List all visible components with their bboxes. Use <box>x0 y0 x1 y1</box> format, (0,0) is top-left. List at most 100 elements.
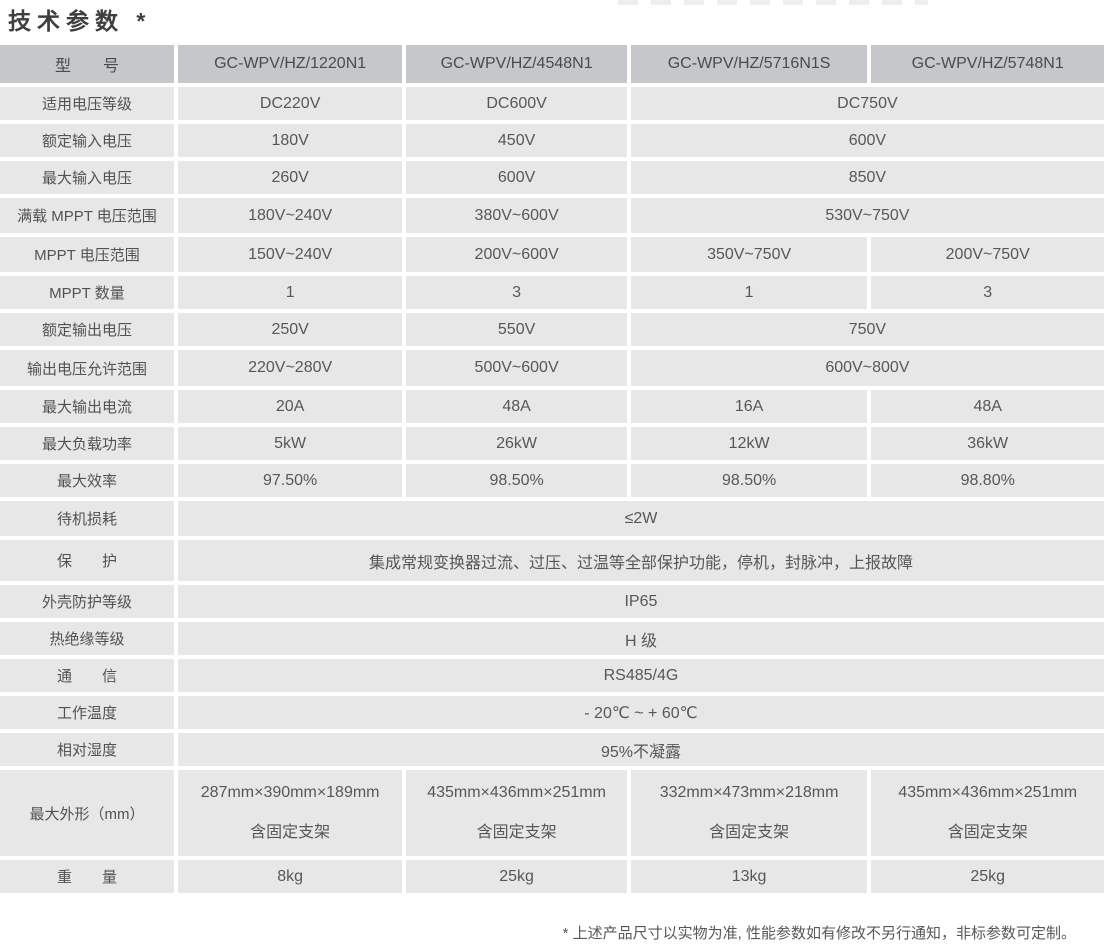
dimension-text: 435mm×436mm×251mm <box>427 784 606 801</box>
spec-value: 200V~750V <box>871 237 1104 272</box>
spec-value: 3 <box>406 276 627 309</box>
row-label: 最大输出电流 <box>0 390 174 423</box>
spec-value: 250V <box>177 313 403 346</box>
row-label: 待机损耗 <box>0 501 174 536</box>
row-label: 额定输出电压 <box>0 313 174 346</box>
table-row-insulation-class: 热绝缘等级 H 级 <box>0 622 1104 655</box>
spec-value: 25kg <box>406 860 627 893</box>
header-model-2: GC-WPV/HZ/4548N1 <box>406 45 627 83</box>
spec-value: 850V <box>630 161 1104 194</box>
spec-value: - 20℃ ~ + 60℃ <box>177 696 1104 729</box>
row-label: 最大负载功率 <box>0 427 174 460</box>
spec-value: 20A <box>177 390 403 423</box>
spec-value: 260V <box>177 161 403 194</box>
bracket-note: 含固定支架 <box>250 824 331 841</box>
bracket-note: 含固定支架 <box>947 824 1028 841</box>
spec-value: 3 <box>871 276 1104 309</box>
spec-value: 1 <box>630 276 868 309</box>
spec-value: H 级 <box>177 622 1104 655</box>
bracket-note: 含固定支架 <box>709 824 790 841</box>
table-row-weight: 重 量 8kg 25kg 13kg 25kg <box>0 860 1104 893</box>
spec-value: DC220V <box>177 87 403 120</box>
spec-value: 435mm×436mm×251mm 含固定支架 <box>871 770 1104 856</box>
row-label: 输出电压允许范围 <box>0 350 174 386</box>
spec-value: 98.80% <box>871 464 1104 497</box>
row-label: 额定输入电压 <box>0 124 174 157</box>
row-label: 工作温度 <box>0 696 174 729</box>
spec-value: 150V~240V <box>177 237 403 272</box>
row-label: 满载 MPPT 电压范围 <box>0 198 174 233</box>
cutoff-text-fragment <box>618 0 928 5</box>
table-header-row: 型 号 GC-WPV/HZ/1220N1 GC-WPV/HZ/4548N1 GC… <box>0 45 1104 83</box>
spec-value: 332mm×473mm×218mm 含固定支架 <box>630 770 868 856</box>
row-label: 适用电压等级 <box>0 87 174 120</box>
spec-value: ≤2W <box>177 501 1104 536</box>
spec-value: 16A <box>630 390 868 423</box>
spec-value: 380V~600V <box>406 198 627 233</box>
row-label: 重 量 <box>0 860 174 893</box>
spec-value: 5kW <box>177 427 403 460</box>
spec-value: 98.50% <box>630 464 868 497</box>
spec-value: IP65 <box>177 585 1104 618</box>
table-row-rated-output-voltage: 额定输出电压 250V 550V 750V <box>0 313 1104 346</box>
header-model-label: 型 号 <box>0 45 174 83</box>
spec-value: 8kg <box>177 860 403 893</box>
row-label: 外壳防护等级 <box>0 585 174 618</box>
spec-value: 200V~600V <box>406 237 627 272</box>
table-row-mppt-count: MPPT 数量 1 3 1 3 <box>0 276 1104 309</box>
header-model-4: GC-WPV/HZ/5748N1 <box>871 45 1104 83</box>
table-row-relative-humidity: 相对湿度 95%不凝露 <box>0 733 1104 766</box>
spec-value: 530V~750V <box>630 198 1104 233</box>
row-label: 通 信 <box>0 659 174 692</box>
table-row-output-voltage-range: 输出电压允许范围 220V~280V 500V~600V 600V~800V <box>0 350 1104 386</box>
row-label: 最大效率 <box>0 464 174 497</box>
spec-value: 97.50% <box>177 464 403 497</box>
table-row-max-efficiency: 最大效率 97.50% 98.50% 98.50% 98.80% <box>0 464 1104 497</box>
row-label: 热绝缘等级 <box>0 622 174 655</box>
spec-value: 集成常规变换器过流、过压、过温等全部保护功能，停机，封脉冲，上报故障 <box>177 540 1104 581</box>
spec-value: 450V <box>406 124 627 157</box>
table-row-max-input-voltage: 最大输入电压 260V 600V 850V <box>0 161 1104 194</box>
spec-value: DC750V <box>630 87 1104 120</box>
spec-value: DC600V <box>406 87 627 120</box>
row-label: 相对湿度 <box>0 733 174 766</box>
spec-value: 750V <box>630 313 1104 346</box>
table-row-standby-loss: 待机损耗 ≤2W <box>0 501 1104 536</box>
footnote: * 上述产品尺寸以实物为准, 性能参数如有修改不另行通知，非标参数可定制。 <box>562 925 1076 942</box>
spec-value: 600V~800V <box>630 350 1104 386</box>
header-model-3: GC-WPV/HZ/5716N1S <box>630 45 868 83</box>
spec-value: 220V~280V <box>177 350 403 386</box>
table-row-ip-rating: 外壳防护等级 IP65 <box>0 585 1104 618</box>
row-label: MPPT 电压范围 <box>0 237 174 272</box>
row-label: 最大外形（mm） <box>0 770 174 856</box>
spec-value: 550V <box>406 313 627 346</box>
spec-table: 型 号 GC-WPV/HZ/1220N1 GC-WPV/HZ/4548N1 GC… <box>0 41 1104 897</box>
spec-value: 600V <box>630 124 1104 157</box>
spec-value: 25kg <box>871 860 1104 893</box>
spec-value: 98.50% <box>406 464 627 497</box>
table-row-rated-input-voltage: 额定输入电压 180V 450V 600V <box>0 124 1104 157</box>
row-label: MPPT 数量 <box>0 276 174 309</box>
spec-value: 26kW <box>406 427 627 460</box>
row-label: 保 护 <box>0 540 174 581</box>
page-title: 技术参数 * <box>8 8 152 34</box>
table-row-voltage-class: 适用电压等级 DC220V DC600V DC750V <box>0 87 1104 120</box>
dimension-text: 287mm×390mm×189mm <box>200 784 380 801</box>
table-row-max-output-current: 最大输出电流 20A 48A 16A 48A <box>0 390 1104 423</box>
spec-value: 180V <box>177 124 403 157</box>
spec-value: 36kW <box>871 427 1104 460</box>
row-label: 最大输入电压 <box>0 161 174 194</box>
spec-value: 12kW <box>630 427 868 460</box>
spec-value: 95%不凝露 <box>177 733 1104 766</box>
table-row-fullload-mppt-range: 满载 MPPT 电压范围 180V~240V 380V~600V 530V~75… <box>0 198 1104 233</box>
table-row-protection: 保 护 集成常规变换器过流、过压、过温等全部保护功能，停机，封脉冲，上报故障 <box>0 540 1104 581</box>
dimension-text: 435mm×436mm×251mm <box>898 784 1078 801</box>
spec-value: 1 <box>177 276 403 309</box>
table-row-operating-temperature: 工作温度 - 20℃ ~ + 60℃ <box>0 696 1104 729</box>
spec-value: 180V~240V <box>177 198 403 233</box>
table-row-max-dimensions: 最大外形（mm） 287mm×390mm×189mm 含固定支架 435mm×4… <box>0 770 1104 856</box>
table-row-mppt-voltage-range: MPPT 电压范围 150V~240V 200V~600V 350V~750V … <box>0 237 1104 272</box>
header-model-1: GC-WPV/HZ/1220N1 <box>177 45 403 83</box>
spec-value: 48A <box>871 390 1104 423</box>
spec-value: 287mm×390mm×189mm 含固定支架 <box>177 770 403 856</box>
